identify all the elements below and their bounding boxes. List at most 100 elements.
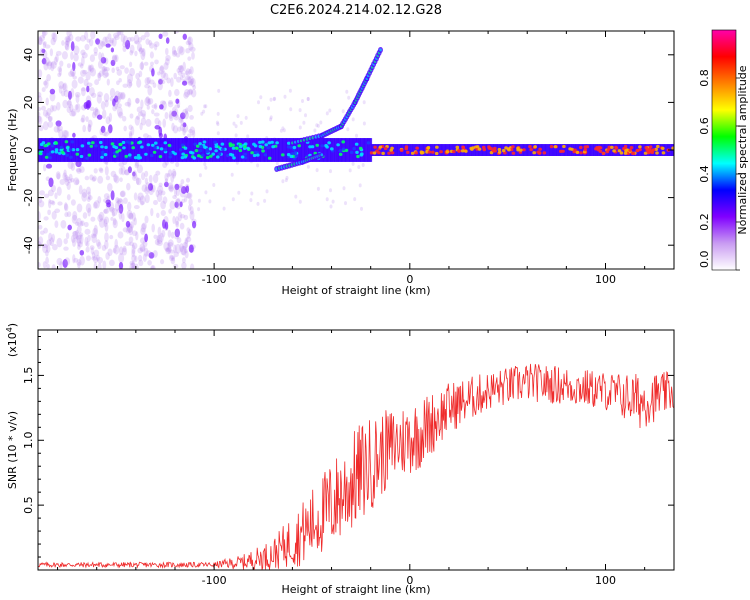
spectrogram-noise	[122, 83, 128, 88]
spectrogram-band	[320, 138, 323, 162]
spectrogram-noise	[114, 90, 121, 101]
spectrogram-peak	[231, 146, 236, 150]
spectrogram-band	[418, 144, 422, 156]
spectrogram-peak	[477, 147, 482, 151]
spectrogram-noise	[118, 261, 124, 269]
spectrogram-peak	[220, 142, 225, 146]
spectrogram-band	[302, 138, 305, 162]
spectrogram-peak	[614, 145, 618, 149]
spectrogram-peak	[536, 150, 540, 154]
spectrogram-noise	[128, 130, 133, 137]
spectrogram-noise	[122, 45, 127, 52]
spectrogram-band	[287, 138, 290, 162]
spectrogram-noise	[282, 128, 286, 133]
spectrogram-band	[181, 138, 185, 162]
spectrogram-noise	[153, 41, 160, 48]
spectrogram-peak	[243, 145, 247, 149]
y-tick-label: -40	[22, 236, 35, 254]
spectrogram-peak	[153, 146, 157, 150]
spectrogram-noise	[182, 127, 186, 136]
spectrogram-noise	[161, 229, 166, 238]
spectrogram-noise	[185, 192, 192, 199]
spectrogram-noise	[139, 195, 146, 206]
spectrogram-band	[266, 138, 270, 162]
spectrogram-peak	[100, 155, 104, 159]
spectrogram-band	[277, 138, 281, 162]
spectrogram-noise	[92, 201, 98, 209]
spectrogram-band	[591, 144, 594, 156]
spectrogram-noise	[167, 241, 174, 247]
spectrogram-noise	[232, 121, 236, 126]
spectrogram-band	[91, 138, 94, 162]
spectrogram-noise	[97, 196, 102, 204]
spectrogram-noise	[59, 60, 64, 67]
spectrogram-noise	[118, 78, 122, 83]
spectrogram-peak	[415, 146, 419, 150]
spectrogram-noise	[50, 61, 55, 72]
spectrogram-noise	[76, 225, 82, 234]
spectrogram-peak	[117, 148, 122, 152]
spectrogram-band	[558, 144, 562, 156]
spectrogram-noise	[112, 217, 117, 226]
spectrogram-peak	[261, 149, 265, 153]
spectrogram-noise	[189, 210, 195, 221]
spectrogram-noise	[62, 82, 68, 93]
spectrogram-band	[414, 144, 418, 156]
spectrogram-noise	[142, 253, 147, 262]
spectrogram-noise	[79, 249, 85, 256]
spectrogram-band	[473, 144, 477, 156]
spectrogram-noise	[90, 216, 96, 222]
spectrogram-noise	[45, 97, 49, 106]
spectrogram-noise	[157, 185, 164, 194]
spectrogram-noise	[136, 115, 141, 120]
spectrogram-noise	[65, 176, 71, 181]
spectrogram-noise	[184, 70, 189, 75]
spectrogram-noise	[44, 44, 51, 49]
spectrogram-noise	[179, 46, 185, 56]
spectrogram-peak	[292, 145, 297, 150]
spectrogram-peak	[75, 152, 80, 156]
spectrogram-peak	[656, 144, 660, 149]
spectrogram-noise	[168, 89, 172, 98]
spectrogram-noise	[66, 100, 72, 106]
spectrogram-noise	[63, 238, 68, 245]
spectrogram-noise	[208, 199, 212, 204]
spectrogram-noise	[176, 237, 182, 244]
spectrogram-noise	[78, 232, 84, 237]
spectrogram-noise	[53, 126, 60, 133]
spectrogram-noise	[107, 182, 113, 192]
spectrogram-peak	[54, 150, 59, 154]
spectrogram-noise	[156, 240, 163, 247]
spectrogram-noise	[315, 123, 319, 128]
spectrogram-noise	[60, 219, 67, 229]
spectrogram-band	[295, 138, 299, 162]
spectrogram-noise	[42, 121, 49, 131]
spectrogram-noise	[140, 172, 146, 181]
spectrogram-noise	[92, 255, 99, 264]
spectrogram-peak	[598, 146, 603, 150]
spectrogram-noise	[160, 200, 166, 210]
spectrogram-noise	[103, 67, 110, 72]
spectrogram-band	[169, 138, 173, 162]
spectrogram-noise	[315, 168, 319, 173]
spectrogram-peak	[638, 145, 642, 149]
spectrogram-noise	[114, 103, 119, 110]
spectrogram-noise	[73, 257, 79, 263]
spectrogram-band	[313, 138, 316, 162]
snr-frame	[37, 329, 675, 571]
spectrogram-noise	[355, 133, 358, 138]
spectrogram-noise	[91, 256, 98, 261]
spectrogram-noise	[97, 72, 102, 79]
spectrogram-noise	[125, 226, 130, 234]
spectrogram-band	[553, 144, 556, 156]
spectrogram-band	[322, 138, 326, 162]
spectrogram-noise	[85, 116, 89, 122]
spectrogram-peak	[330, 147, 334, 151]
spectrogram-band	[366, 138, 370, 162]
spectrogram-y-label: Frequency (Hz)	[6, 109, 19, 192]
spectrogram-noise	[96, 256, 104, 264]
colorbar-scale	[711, 29, 737, 271]
spectrogram-noise	[63, 246, 69, 251]
spectrogram-noise	[284, 178, 288, 183]
spectrogram-band	[258, 138, 262, 162]
